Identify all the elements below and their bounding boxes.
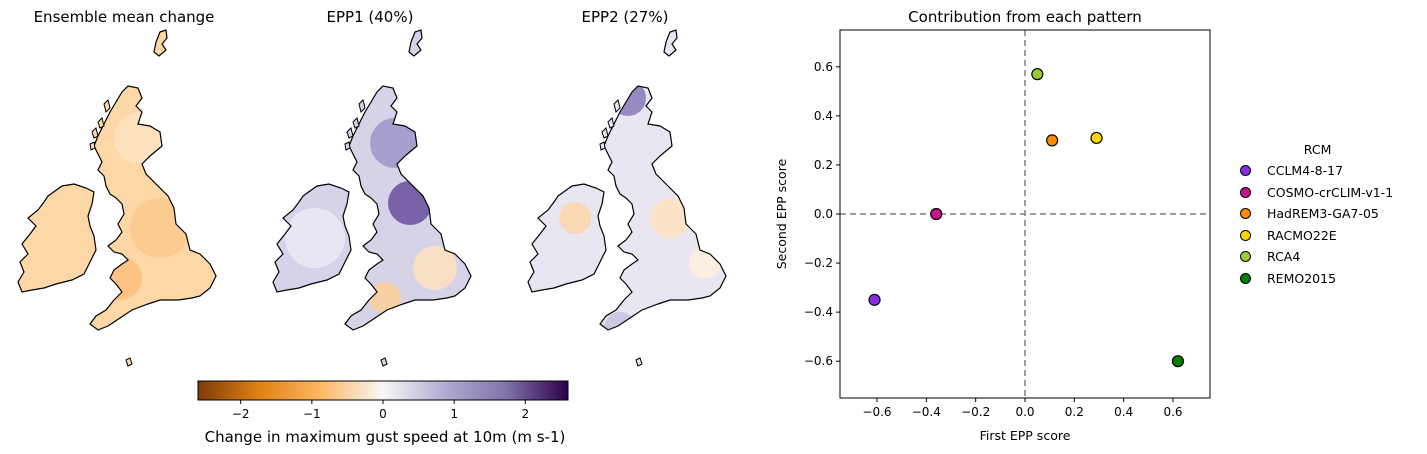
colorbar-tick-label: −2 <box>232 407 250 421</box>
map-ensemble-mean <box>17 29 217 367</box>
map-title-ensemble: Ensemble mean change <box>33 8 215 26</box>
point-cosmo-crclim-v1-1 <box>930 207 943 221</box>
map-title-epp1: EPP1 (40%) <box>326 8 414 26</box>
legend-item: REMO2015 <box>1232 268 1393 290</box>
x-tick-label: −0.4 <box>912 405 941 419</box>
legend-item: COSMO-crCLIM-v1-1 <box>1232 182 1393 204</box>
y-tick-label: −0.2 <box>804 256 833 270</box>
map-title-epp2: EPP2 (27%) <box>581 8 669 26</box>
x-tick-label: 0.6 <box>1163 405 1182 419</box>
point-rca4 <box>1031 68 1044 81</box>
colorbar-tick-label: 0 <box>379 407 387 421</box>
point-hadrem3-ga7-05 <box>1046 134 1059 147</box>
colorbar-tick-label: −1 <box>303 407 321 421</box>
legend-title: RCM <box>1303 142 1332 157</box>
y-tick-label: −0.4 <box>804 305 833 319</box>
legend-item: RCA4 <box>1232 246 1393 268</box>
y-tick-label: −0.6 <box>804 354 833 368</box>
chart-title: Contribution from each pattern <box>908 8 1142 26</box>
legend-marker <box>1240 186 1251 198</box>
legend-marker <box>1240 208 1251 220</box>
legend-marker <box>1240 165 1251 177</box>
point-cclm4-8-17 <box>868 293 881 306</box>
x-tick-label: 0.4 <box>1114 405 1133 419</box>
legend-item: RACMO22E <box>1232 225 1393 247</box>
legend-label: RCA4 <box>1267 249 1301 265</box>
legend-item: HadREM3-GA7-05 <box>1232 203 1393 225</box>
y-tick-label: 0.6 <box>814 60 833 74</box>
legend-label: CCLM4-8-17 <box>1267 163 1344 179</box>
scatter-chart: Contribution from each pattern −0.6 −0.4 −0… <box>774 8 1211 443</box>
legend-marker <box>1240 272 1251 284</box>
legend: RCM CCLM4-8-17 COSMO-crCLIM-v1-1 HadREM3-G… <box>1232 142 1393 289</box>
x-tick-label: −0.6 <box>862 405 891 419</box>
legend-marker <box>1240 229 1251 241</box>
y-tick-label: 0.2 <box>814 158 833 172</box>
legend-label: REMO2015 <box>1267 270 1337 286</box>
y-tick-label: 0.4 <box>814 109 833 123</box>
legend-marker <box>1240 251 1251 263</box>
point-racmo22e <box>1090 131 1103 145</box>
y-tick-label: 0.0 <box>814 207 833 221</box>
x-tick-label: 0.2 <box>1065 405 1084 419</box>
colorbar-tick-label: 1 <box>450 407 458 421</box>
colorbar: −2 −1 0 1 2 <box>197 380 569 421</box>
y-axis-label: Second EPP score <box>774 158 789 269</box>
map-epp1 <box>272 29 472 367</box>
x-axis-label: First EPP score <box>980 428 1071 443</box>
colorbar-label: Change in maximum gust speed at 10m (m s… <box>204 428 566 446</box>
x-tick-label: 0.0 <box>1015 405 1034 419</box>
x-tick-label: −0.2 <box>961 405 990 419</box>
point-remo2015 <box>1171 355 1185 368</box>
map-epp2 <box>527 29 727 367</box>
colorbar-tick-label: 2 <box>521 407 529 421</box>
legend-label: RACMO22E <box>1267 227 1337 243</box>
legend-item: CCLM4-8-17 <box>1232 160 1393 182</box>
legend-label: HadREM3-GA7-05 <box>1267 206 1379 222</box>
legend-label: COSMO-crCLIM-v1-1 <box>1267 184 1394 200</box>
